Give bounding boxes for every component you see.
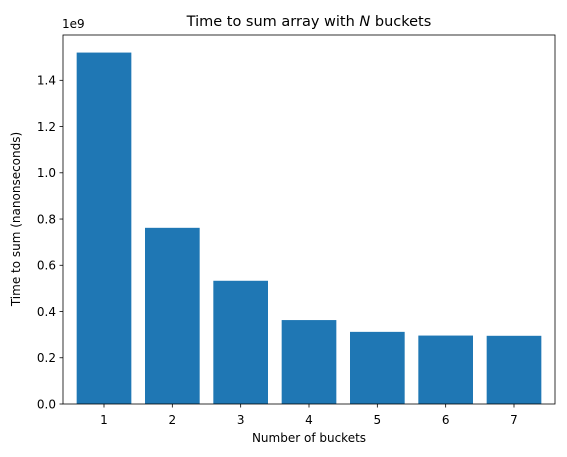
y-tick-label-0.8: 0.8 xyxy=(37,212,56,226)
y-axis-label: Time to sum (nanonseconds) xyxy=(9,132,23,307)
x-tick-label-6: 6 xyxy=(442,413,450,427)
y-tick-label-0.2: 0.2 xyxy=(37,351,56,365)
x-tick-label-7: 7 xyxy=(510,413,518,427)
y-tick-label-1.4: 1.4 xyxy=(37,74,56,88)
x-axis-label: Number of buckets xyxy=(252,431,366,445)
bar-1 xyxy=(76,52,132,404)
y-ticks-group: 0.0 0.2 0.4 0.6 0.8 1.0 1.2 1.4 xyxy=(37,74,63,411)
y-axis-scale-label: 1e9 xyxy=(62,17,85,31)
bar-7 xyxy=(486,335,542,404)
x-tick-label-3: 3 xyxy=(237,413,245,427)
y-tick-label-1.0: 1.0 xyxy=(37,166,56,180)
chart-title-variable: N xyxy=(359,14,370,30)
x-ticks-group: 1 2 3 4 5 6 7 xyxy=(100,404,518,427)
x-tick-label-1: 1 xyxy=(100,413,108,427)
y-tick-label-1.2: 1.2 xyxy=(37,120,56,134)
y-tick-label-0.6: 0.6 xyxy=(37,259,56,273)
bars-group xyxy=(76,52,542,404)
x-tick-label-5: 5 xyxy=(374,413,382,427)
chart-title: Time to sum array with N buckets xyxy=(186,14,432,30)
chart-title-suffix: buckets xyxy=(370,14,431,30)
bar-4 xyxy=(281,320,337,404)
bar-3 xyxy=(213,280,268,404)
chart-title-prefix: Time to sum array with xyxy=(186,14,360,30)
y-tick-label-0.4: 0.4 xyxy=(37,305,56,319)
x-tick-label-4: 4 xyxy=(305,413,313,427)
y-tick-label-0.0: 0.0 xyxy=(37,397,56,411)
plot-frame xyxy=(62,34,556,405)
bar-2 xyxy=(145,227,200,404)
x-tick-label-2: 2 xyxy=(169,413,177,427)
bar-6 xyxy=(418,335,473,404)
bar-5 xyxy=(350,331,405,404)
